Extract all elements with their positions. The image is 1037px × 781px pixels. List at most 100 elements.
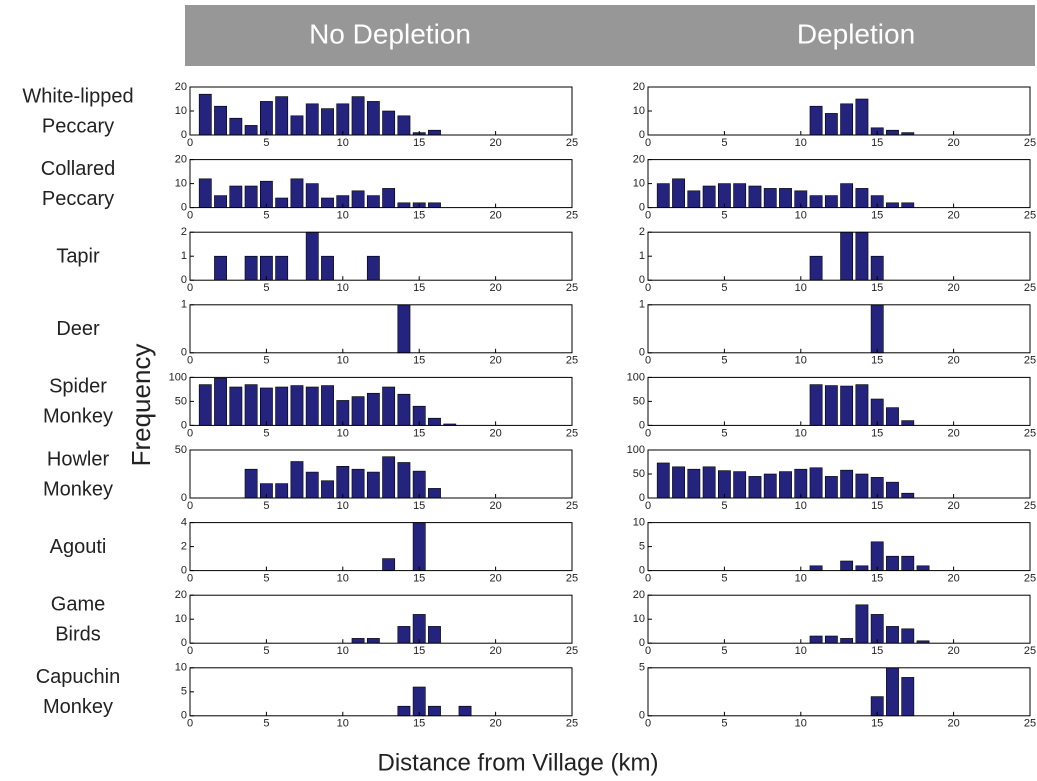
row-label: Peccary: [42, 115, 114, 137]
y-tick-label: 0: [181, 565, 187, 577]
x-tick-label: 15: [871, 137, 883, 149]
x-tick-label: 10: [795, 282, 807, 294]
x-tick-label: 5: [721, 645, 727, 657]
bar: [382, 558, 396, 571]
axes-box: [647, 86, 1031, 136]
y-tick-label: 0: [639, 202, 645, 214]
bar: [366, 638, 380, 644]
y-tick-label: 0: [639, 565, 645, 577]
bar: [321, 385, 334, 426]
bar: [901, 420, 915, 426]
x-tick-label: 15: [871, 645, 883, 657]
x-tick-label: 15: [413, 500, 425, 512]
bar: [412, 614, 426, 644]
x-tick-label: 20: [489, 282, 501, 294]
x-tick-label: 5: [721, 573, 727, 585]
x-tick-label: 10: [337, 210, 349, 222]
bar: [412, 522, 426, 571]
bar: [321, 108, 334, 136]
bar: [259, 387, 273, 426]
bar: [748, 185, 762, 208]
bar: [809, 635, 823, 644]
bar: [855, 565, 869, 571]
bar: [351, 468, 365, 499]
x-tick-label: 5: [721, 282, 727, 294]
bar: [275, 255, 289, 281]
y-tick-label: 10: [633, 178, 645, 190]
bar: [656, 183, 670, 208]
bar: [672, 178, 685, 208]
bar: [366, 195, 380, 208]
x-tick-label: 5: [721, 210, 727, 222]
y-tick-label: 10: [175, 613, 187, 625]
bar: [305, 103, 319, 136]
y-tick-label: 20: [175, 81, 187, 93]
bar: [672, 466, 685, 499]
row-label: Monkey: [43, 696, 113, 718]
x-tick-label: 25: [566, 137, 578, 149]
x-tick-label: 0: [187, 137, 193, 149]
bar: [656, 462, 670, 499]
x-tick-label: 0: [645, 573, 651, 585]
x-tick-label: 15: [871, 500, 883, 512]
bar: [275, 483, 289, 499]
bar: [886, 481, 899, 499]
x-tick-label: 25: [566, 355, 578, 367]
bar: [214, 195, 227, 208]
bar: [366, 392, 380, 426]
bar: [198, 384, 212, 426]
x-tick-label: 15: [871, 427, 883, 439]
x-tick-label: 20: [947, 282, 959, 294]
header-band: [185, 5, 1035, 66]
y-tick-label: 0: [639, 637, 645, 649]
row-label: White-lipped: [22, 85, 133, 107]
x-tick-label: 15: [871, 573, 883, 585]
x-tick-label: 20: [489, 718, 501, 730]
x-tick-label: 0: [645, 282, 651, 294]
x-tick-label: 15: [871, 355, 883, 367]
bar: [397, 462, 411, 499]
x-tick-label: 20: [947, 500, 959, 512]
x-tick-label: 20: [489, 645, 501, 657]
bar: [824, 476, 838, 499]
row-label: Game: [51, 593, 105, 615]
x-tick-label: 5: [721, 718, 727, 730]
bar: [351, 190, 365, 208]
x-tick-label: 25: [1024, 355, 1036, 367]
bar: [275, 197, 289, 208]
axes-box: [647, 304, 1031, 354]
y-tick-label: 50: [633, 395, 645, 407]
x-tick-label: 20: [947, 573, 959, 585]
y-tick-label: 5: [181, 686, 187, 698]
bar: [198, 178, 212, 208]
bar: [687, 190, 701, 208]
bar: [351, 638, 365, 644]
bar: [886, 407, 899, 426]
axes-box: [647, 522, 1031, 572]
x-tick-label: 25: [1024, 718, 1036, 730]
bar: [824, 385, 838, 426]
bar: [886, 129, 899, 136]
bar: [366, 471, 380, 499]
x-tick-label: 5: [263, 210, 269, 222]
bar: [748, 476, 762, 499]
bar: [305, 471, 319, 499]
x-tick-label: 10: [337, 500, 349, 512]
y-tick-label: 0: [639, 274, 645, 286]
y-tick-label: 50: [175, 444, 187, 456]
bar: [886, 202, 899, 208]
x-tick-label: 20: [947, 355, 959, 367]
bar: [290, 461, 304, 499]
x-tick-label: 20: [489, 427, 501, 439]
x-tick-label: 25: [1024, 500, 1036, 512]
x-tick-label: 5: [721, 137, 727, 149]
bar: [305, 183, 319, 208]
x-tick-label: 25: [1024, 210, 1036, 222]
bar: [214, 378, 227, 426]
x-tick-label: 25: [566, 500, 578, 512]
bar: [824, 113, 838, 136]
column-title: No Depletion: [309, 18, 471, 49]
bar: [244, 255, 258, 281]
bar: [351, 96, 365, 136]
x-tick-label: 20: [947, 645, 959, 657]
